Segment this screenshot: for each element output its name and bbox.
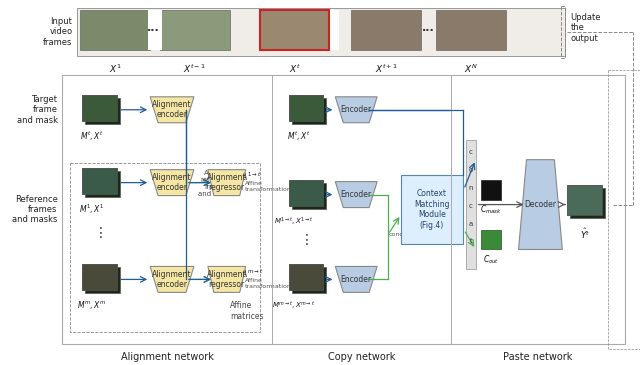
FancyBboxPatch shape	[289, 265, 323, 291]
FancyBboxPatch shape	[83, 168, 117, 193]
Text: $\hat{Y}^t$: $\hat{Y}^t$	[580, 227, 590, 241]
Text: Affine
matrices: Affine matrices	[230, 301, 263, 321]
Text: t: t	[469, 238, 472, 245]
Text: ...: ...	[422, 23, 435, 33]
Text: Affine
transformation: Affine transformation	[244, 181, 292, 192]
FancyBboxPatch shape	[289, 180, 323, 205]
Text: $M^1, X^1$: $M^1, X^1$	[79, 203, 104, 216]
Text: a: a	[468, 220, 473, 227]
FancyBboxPatch shape	[260, 10, 330, 50]
FancyBboxPatch shape	[83, 265, 117, 291]
Text: $C_{out}$: $C_{out}$	[483, 253, 499, 266]
Polygon shape	[335, 97, 377, 123]
Text: Copy network: Copy network	[328, 352, 395, 362]
FancyBboxPatch shape	[85, 268, 120, 293]
Text: Alignment
encoder: Alignment encoder	[152, 100, 192, 119]
Text: Encoder: Encoder	[340, 190, 372, 199]
Text: Reference
frames
and masks: Reference frames and masks	[12, 195, 58, 224]
Bar	[561, 6, 565, 58]
FancyBboxPatch shape	[481, 230, 500, 250]
FancyBboxPatch shape	[77, 8, 565, 56]
Text: $C_{mask}$: $C_{mask}$	[480, 204, 502, 216]
FancyBboxPatch shape	[401, 174, 463, 245]
Text: $A^{m \rightarrow t}$: $A^{m \rightarrow t}$	[241, 267, 263, 280]
Text: Alignment
regressor: Alignment regressor	[207, 173, 246, 192]
FancyBboxPatch shape	[289, 265, 323, 291]
FancyBboxPatch shape	[81, 10, 150, 50]
Polygon shape	[150, 266, 194, 292]
Text: Paste network: Paste network	[503, 352, 572, 362]
FancyBboxPatch shape	[567, 185, 602, 215]
Text: $M^{m \rightarrow t}, X^{m \rightarrow t}$: $M^{m \rightarrow t}, X^{m \rightarrow t…	[272, 299, 315, 311]
Text: Update
the
output: Update the output	[570, 13, 601, 43]
Bar	[70, 163, 260, 332]
FancyBboxPatch shape	[291, 98, 326, 124]
Text: $M^t, X^t$: $M^t, X^t$	[287, 130, 310, 143]
Text: Affine
transformation: Affine transformation	[244, 278, 292, 289]
Text: $X^1$: $X^1$	[109, 63, 122, 75]
Text: c: c	[468, 203, 473, 208]
FancyBboxPatch shape	[63, 75, 625, 344]
Text: $M^t, X^t$: $M^t, X^t$	[79, 130, 103, 143]
FancyBboxPatch shape	[466, 140, 476, 269]
FancyBboxPatch shape	[436, 10, 506, 50]
Text: $X^N$: $X^N$	[464, 63, 477, 75]
Text: Target
frame
and mask: Target frame and mask	[17, 95, 58, 125]
FancyBboxPatch shape	[567, 185, 602, 215]
Text: o: o	[468, 167, 473, 173]
Text: $X^{t-1}$: $X^{t-1}$	[184, 63, 206, 75]
Text: Decoder: Decoder	[524, 200, 556, 209]
Text: $A^{1 \rightarrow t}$: $A^{1 \rightarrow t}$	[241, 170, 261, 183]
Bar	[608, 70, 640, 349]
FancyBboxPatch shape	[291, 268, 326, 293]
Polygon shape	[208, 266, 246, 292]
Polygon shape	[150, 170, 194, 196]
FancyBboxPatch shape	[160, 10, 230, 50]
Text: $M^m, X^m$: $M^m, X^m$	[77, 299, 106, 311]
Text: concat: concat	[389, 232, 410, 237]
Text: $X^t$: $X^t$	[289, 63, 300, 75]
Text: $M^{1 \rightarrow t}, X^{1 \rightarrow t}$: $M^{1 \rightarrow t}, X^{1 \rightarrow t…	[273, 215, 314, 227]
Text: Alignment
encoder: Alignment encoder	[152, 173, 192, 192]
Text: n: n	[468, 185, 473, 191]
FancyBboxPatch shape	[260, 10, 330, 50]
FancyBboxPatch shape	[481, 180, 500, 200]
FancyBboxPatch shape	[570, 188, 605, 218]
FancyBboxPatch shape	[83, 168, 117, 193]
Polygon shape	[335, 182, 377, 208]
FancyBboxPatch shape	[148, 10, 162, 50]
FancyBboxPatch shape	[85, 98, 120, 124]
Text: Encoder: Encoder	[340, 105, 372, 114]
Polygon shape	[335, 266, 377, 292]
Text: ⋮: ⋮	[93, 226, 108, 239]
FancyBboxPatch shape	[291, 182, 326, 208]
FancyBboxPatch shape	[289, 95, 323, 121]
Polygon shape	[150, 97, 194, 123]
FancyBboxPatch shape	[85, 171, 120, 197]
Text: Alignment
encoder: Alignment encoder	[152, 270, 192, 289]
Text: ...: ...	[147, 23, 159, 33]
Text: Alignment
regressor: Alignment regressor	[207, 270, 246, 289]
FancyBboxPatch shape	[289, 95, 323, 121]
FancyBboxPatch shape	[327, 10, 339, 50]
Text: c: c	[468, 149, 473, 155]
Text: Input
video
frames: Input video frames	[43, 17, 72, 47]
Text: Context
Matching
Module
(Fig.4): Context Matching Module (Fig.4)	[414, 189, 450, 230]
Polygon shape	[208, 170, 246, 196]
FancyBboxPatch shape	[289, 180, 323, 205]
Text: Aligned
reference
frames
and masks: Aligned reference frames and masks	[198, 170, 236, 197]
Text: Alignment network: Alignment network	[120, 352, 214, 362]
FancyBboxPatch shape	[83, 95, 117, 121]
Polygon shape	[518, 160, 563, 250]
Text: Encoder: Encoder	[340, 275, 372, 284]
FancyBboxPatch shape	[351, 10, 421, 50]
FancyBboxPatch shape	[83, 265, 117, 291]
Text: $X^{t+1}$: $X^{t+1}$	[374, 63, 397, 75]
FancyBboxPatch shape	[83, 95, 117, 121]
Text: ⋮: ⋮	[300, 233, 314, 246]
